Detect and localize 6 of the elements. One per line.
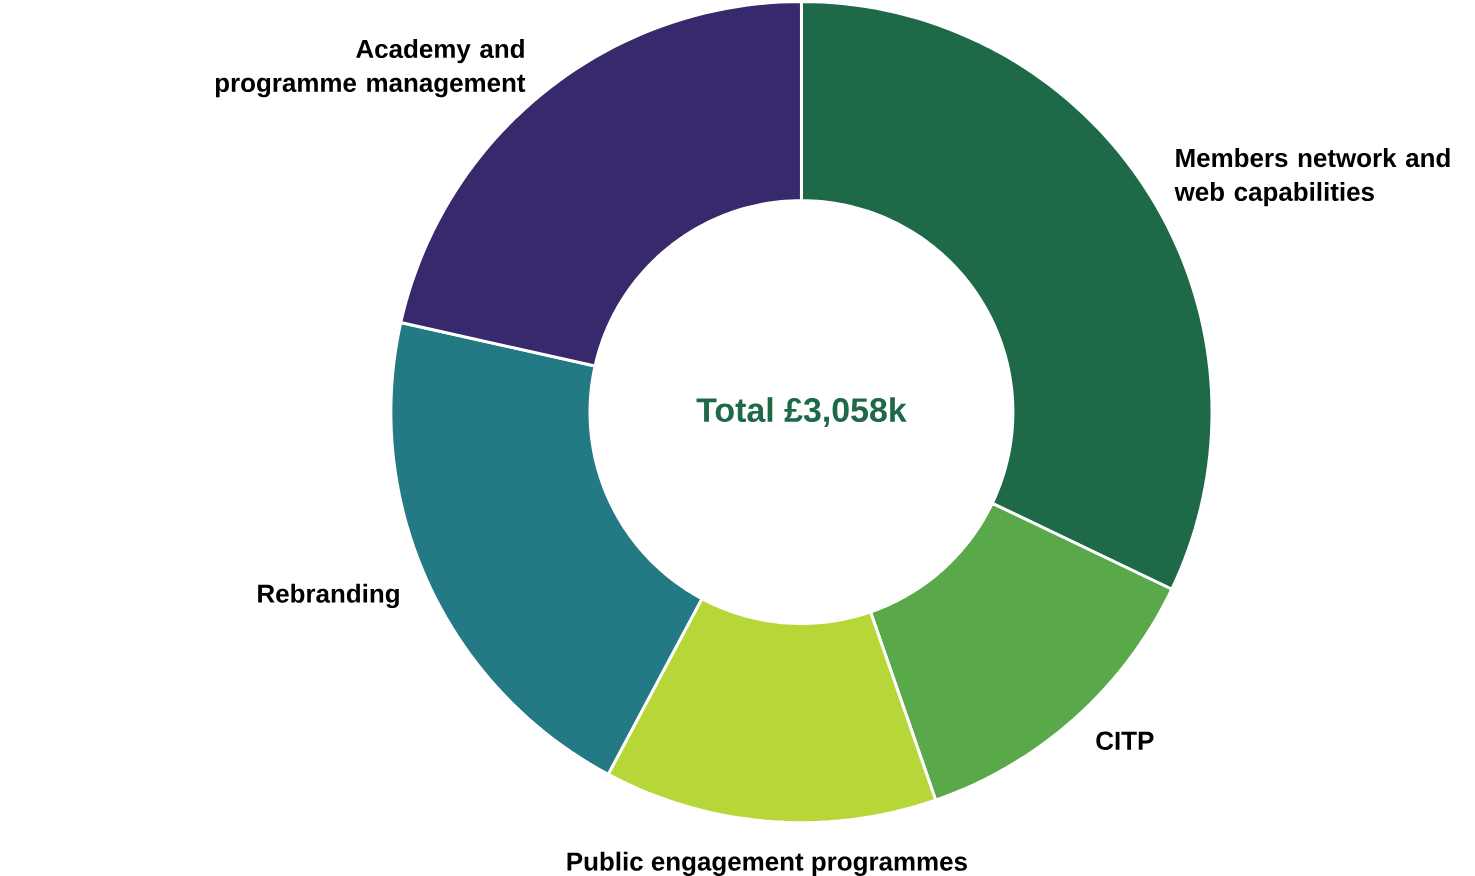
- slice-label: CITP: [1096, 731, 1154, 750]
- slice-label: Public engagement programmes: [567, 851, 967, 876]
- text: Total £3,058k: [696, 397, 907, 427]
- slice-label: Members network and web capabilities: [1174, 148, 1450, 207]
- slice-label: Academy and programme management: [215, 39, 526, 98]
- slice-label: Rebranding: [258, 583, 399, 609]
